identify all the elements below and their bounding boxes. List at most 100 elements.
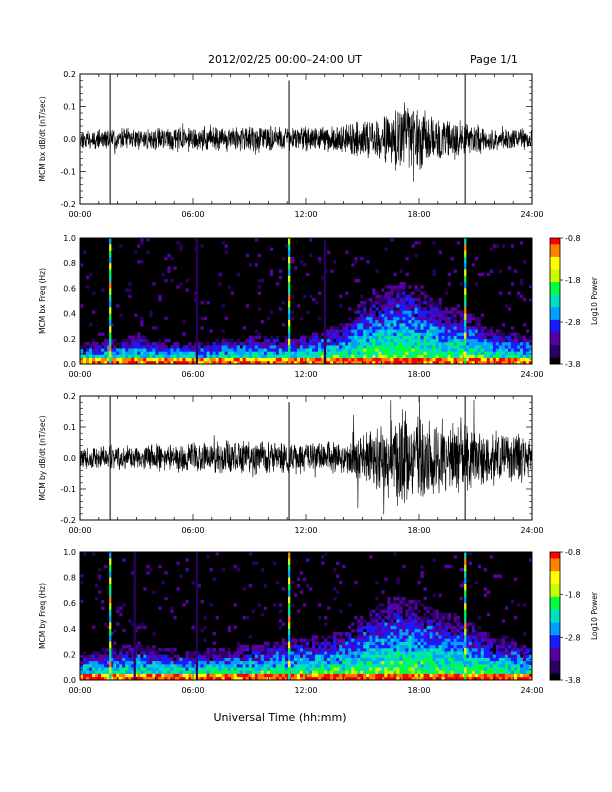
spectrogram-cell xyxy=(245,676,250,681)
spectrogram-cell xyxy=(411,319,415,324)
spectrogram-cell xyxy=(429,351,433,355)
spectrogram-cell xyxy=(200,673,204,678)
spectrogram-cell xyxy=(128,619,132,623)
spectrogram-cell xyxy=(149,660,153,665)
spectrogram-cell xyxy=(486,676,491,681)
spectrogram-cell xyxy=(164,670,168,674)
spectrogram-cell xyxy=(522,644,527,649)
spectrogram-cell xyxy=(426,351,430,355)
spectrogram-cell xyxy=(384,616,388,620)
spectrogram-cell xyxy=(513,345,518,349)
spectrogram-cell xyxy=(507,654,512,658)
spectrogram-cell xyxy=(465,619,470,623)
spectrogram-cell xyxy=(140,660,144,665)
spectrogram-cell xyxy=(233,357,237,362)
spectrogram-cell xyxy=(336,345,340,349)
spectrogram-cell xyxy=(119,651,123,655)
spectrogram-cell xyxy=(423,657,427,662)
spectrogram-cell xyxy=(483,593,488,598)
spectrogram-cell xyxy=(230,341,234,346)
spectrogram-cell xyxy=(399,635,403,639)
spectrogram-cell xyxy=(176,587,180,591)
spectrogram-cell xyxy=(399,304,403,308)
spectrogram-cell xyxy=(399,332,403,336)
spectrogram-cell xyxy=(224,316,228,321)
spectrogram-cell xyxy=(510,651,515,655)
spectrogram-cell xyxy=(384,319,388,324)
spectrogram-cell xyxy=(390,341,394,346)
spectrogram-cell xyxy=(381,651,385,655)
spectrogram-cell xyxy=(405,332,409,336)
spectrogram-cell xyxy=(327,673,331,678)
colorbar-swatch xyxy=(550,261,560,264)
spectrogram-cell xyxy=(152,644,156,649)
spectrogram-cell xyxy=(363,323,367,327)
spectrogram-cell xyxy=(110,275,114,280)
spectrogram-cell xyxy=(474,664,479,668)
spectrogram-cell xyxy=(227,625,231,630)
spectrogram-cell xyxy=(411,313,415,318)
spectrogram-cell xyxy=(402,600,406,604)
spectrogram-cell xyxy=(290,673,295,678)
spectrogram-cell xyxy=(351,644,355,649)
spectrogram-cell xyxy=(426,348,430,352)
spectrogram-cell xyxy=(278,357,283,362)
spectrogram-cell xyxy=(80,654,84,658)
spectrogram-cell xyxy=(405,285,409,289)
spectrogram-cell xyxy=(149,313,153,318)
spectrogram-cell xyxy=(125,288,129,292)
spectrogram-cell xyxy=(420,310,424,314)
spectrogram-cell xyxy=(312,335,316,340)
spectrogram-cell xyxy=(393,600,397,604)
spectrogram-cell xyxy=(302,341,307,346)
spectrogram-cell xyxy=(372,288,376,292)
spectrogram-cell xyxy=(426,632,430,636)
spectrogram-cell xyxy=(113,670,117,674)
spectrogram-cell xyxy=(167,676,171,681)
spectrogram-cell xyxy=(155,651,159,655)
spectrogram-cell xyxy=(432,660,436,665)
spectrogram-cell xyxy=(414,335,418,340)
spectrogram-cell xyxy=(146,648,150,652)
spectrogram-cell xyxy=(435,307,439,311)
spectrogram-cell xyxy=(495,360,500,365)
spectrogram-cell xyxy=(471,676,476,681)
spectrogram-cell xyxy=(405,316,409,321)
spectrogram-cell xyxy=(101,341,105,346)
spectrogram-cell xyxy=(378,345,382,349)
spectrogram-cell xyxy=(504,304,509,308)
spectrogram-cell xyxy=(369,316,373,321)
spectrogram-cell xyxy=(312,648,316,652)
spectrogram-cell xyxy=(339,676,343,681)
spectrogram-cell xyxy=(429,635,433,639)
spectrogram-cell xyxy=(167,348,171,352)
spectrogram-cell xyxy=(429,341,433,346)
spectrogram-cell xyxy=(254,648,259,652)
spectrogram-cell xyxy=(158,564,162,569)
spectrogram-cell xyxy=(266,644,271,649)
spectrogram-cell xyxy=(299,351,304,355)
spectrogram-cell xyxy=(420,313,424,318)
spectrogram-cell xyxy=(510,345,515,349)
spectrogram-cell xyxy=(426,625,430,630)
spectrogram-cell xyxy=(480,657,485,662)
spectrogram-cell xyxy=(366,348,370,352)
spectrogram-cell xyxy=(381,657,385,662)
spectrogram-cell xyxy=(95,670,99,674)
spectrogram-cell xyxy=(384,622,388,626)
spectrogram-cell xyxy=(516,345,521,349)
spectrogram-cell xyxy=(498,269,503,273)
spectrogram-cell xyxy=(357,676,361,681)
spectrogram-cell xyxy=(459,319,463,324)
spectrogram-cell xyxy=(483,664,488,668)
spectrogram-cell xyxy=(339,335,343,340)
spectrogram-cell xyxy=(396,341,400,346)
spectrogram-cell xyxy=(387,348,391,352)
spectrogram-cell xyxy=(179,357,183,362)
spectrogram-cell xyxy=(146,673,150,678)
spectrogram-cell xyxy=(435,335,439,340)
spectrogram-cell xyxy=(354,260,358,264)
spectrogram-cell xyxy=(203,654,207,658)
vertical-burst-segment xyxy=(195,635,198,642)
spectrogram-cell xyxy=(224,354,228,358)
